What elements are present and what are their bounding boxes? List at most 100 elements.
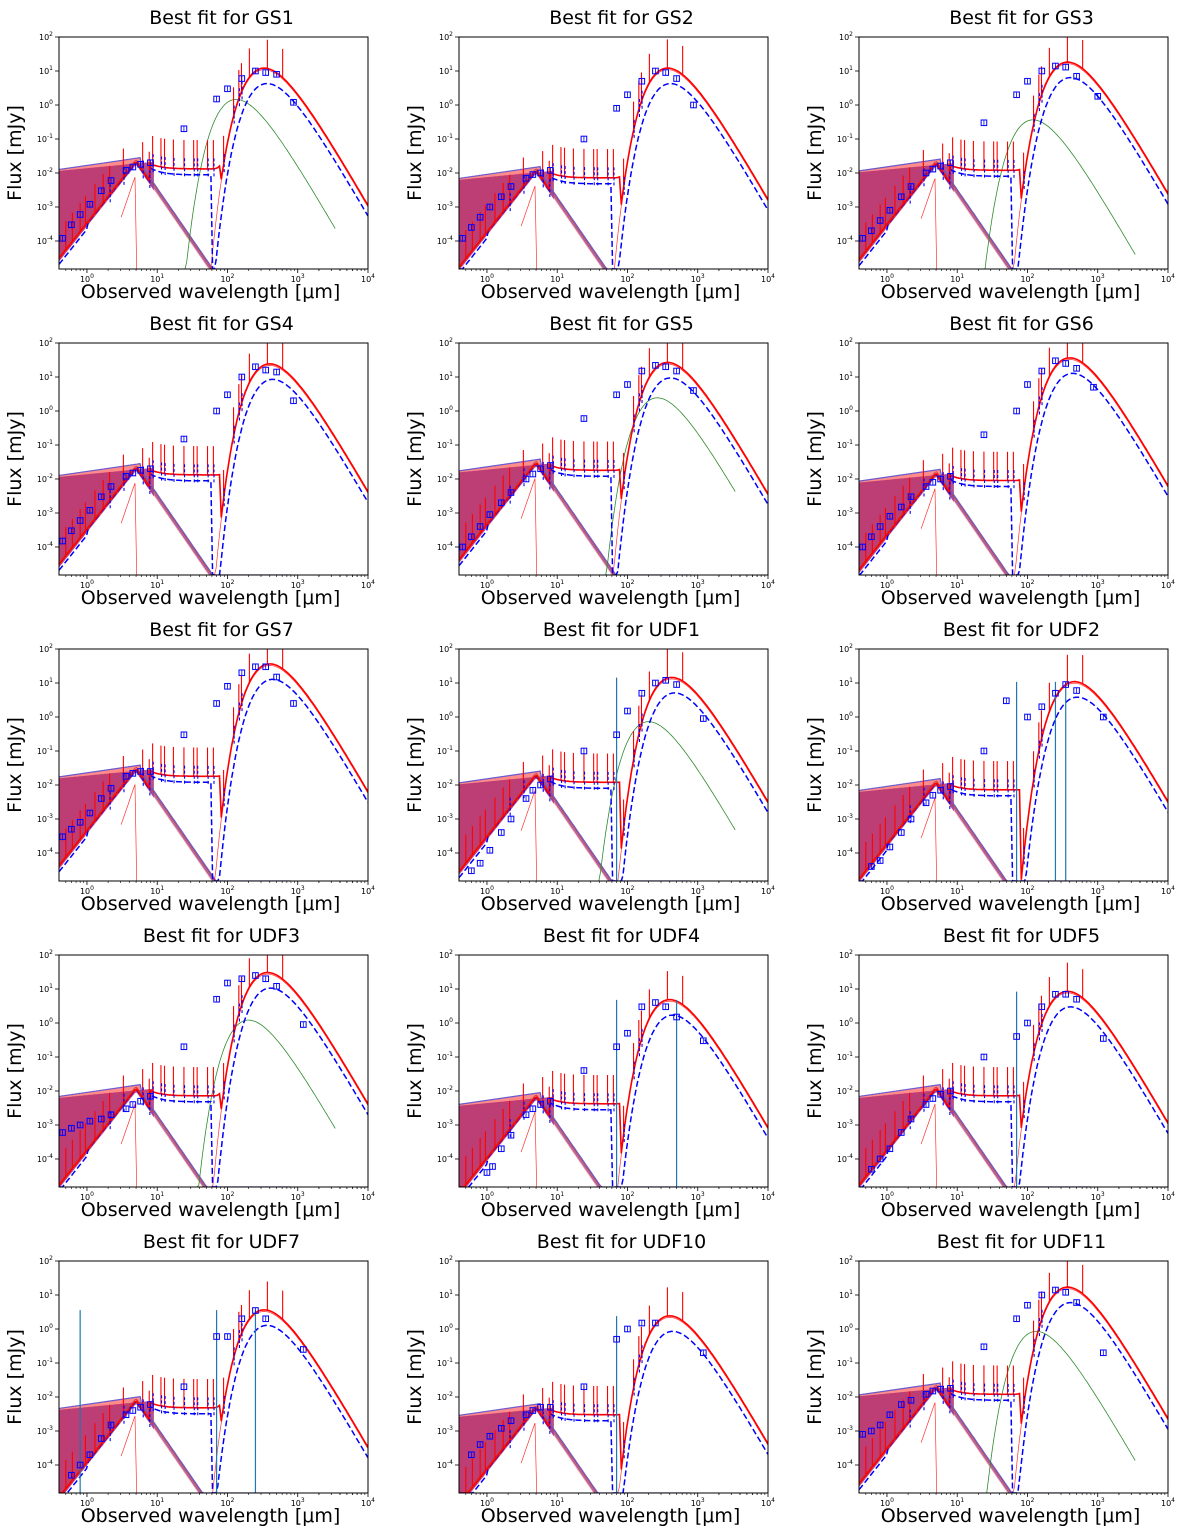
photometry-point: [876, 523, 884, 530]
photometry-point: [468, 533, 475, 541]
x-tick-label: 104: [761, 885, 775, 896]
photometry-point: [868, 1427, 875, 1435]
photometry-point: [613, 731, 620, 739]
observed-model-line: [59, 82, 368, 269]
x-axis-label: Observed wavelength [μm]: [881, 1199, 1141, 1221]
x-tick-label: 102: [1020, 579, 1034, 590]
photometry-point: [624, 91, 631, 99]
x-tick-label: 101: [950, 579, 964, 590]
x-tick-label: 100: [80, 885, 94, 896]
photometry-point: [1024, 381, 1031, 388]
y-axis-label: Flux [mJy]: [4, 1023, 26, 1119]
photometry-point: [638, 77, 646, 85]
y-tick-label: 101: [39, 983, 53, 994]
y-axis-label: Flux [mJy]: [804, 717, 826, 813]
y-tick-label: 10-4: [437, 847, 453, 858]
photometry-point: [1052, 689, 1059, 697]
photometry-point: [537, 781, 544, 789]
photometry-point: [886, 512, 894, 520]
x-tick-label: 104: [1161, 1497, 1175, 1508]
photometry-point: [498, 1424, 505, 1432]
y-tick-label: 10-1: [37, 745, 53, 756]
photometry-point: [624, 707, 631, 715]
y-tick-label: 10-1: [837, 745, 853, 756]
y-tick-label: 100: [39, 1323, 53, 1334]
x-tick-label: 104: [761, 1191, 775, 1202]
x-tick-label: 100: [480, 579, 494, 590]
y-axis-label: Flux [mJy]: [804, 1329, 826, 1425]
axes-frame: [458, 342, 769, 576]
photometry-point: [107, 1421, 115, 1429]
x-tick-label: 100: [480, 273, 494, 284]
photometry-point: [929, 478, 937, 486]
nebular-line: [120, 69, 368, 269]
photometry-point: [122, 773, 130, 780]
x-axis-label: Observed wavelength [μm]: [81, 1199, 341, 1221]
photometry-point: [1062, 360, 1070, 367]
y-tick-label: 10-2: [37, 779, 53, 790]
y-tick-label: 100: [839, 1323, 853, 1334]
photometry-point: [859, 1430, 866, 1438]
x-tick-label: 101: [950, 1191, 964, 1202]
photometry-point: [537, 169, 544, 177]
photometry-point: [486, 511, 494, 518]
y-tick-label: 10-4: [37, 541, 53, 552]
photometry-point: [290, 99, 297, 106]
x-axis-label: Observed wavelength [μm]: [481, 281, 741, 303]
axes-frame: [58, 342, 369, 576]
photometry-point: [980, 1053, 988, 1061]
y-tick-label: 10-4: [837, 847, 853, 858]
x-axis-label: Observed wavelength [μm]: [81, 893, 341, 915]
axes-frame: [858, 648, 1169, 882]
photometry-point: [700, 1349, 707, 1357]
photometry-point: [180, 435, 188, 443]
photometry-point: [1100, 1349, 1107, 1357]
photometry-point: [290, 700, 297, 707]
y-tick-label: 10-1: [837, 1357, 853, 1368]
y-tick-label: 10-2: [437, 779, 453, 790]
photometry-point: [929, 1095, 937, 1102]
x-tick-label: 104: [361, 579, 375, 590]
photometry-point: [547, 1097, 554, 1105]
x-tick-label: 101: [150, 885, 164, 896]
y-tick-label: 10-2: [37, 1391, 53, 1402]
photometry-point: [876, 217, 884, 224]
nebular-line: [920, 359, 1168, 575]
y-tick-label: 100: [439, 1323, 453, 1334]
sed-panel: 100 101 102 103 104 10-4 10-3 10-2 10-1 100 101 102…: [0, 918, 400, 1224]
photometry-point: [662, 69, 670, 76]
x-tick-label: 100: [880, 1497, 894, 1508]
photometry-point: [673, 1013, 680, 1021]
y-tick-label: 10-2: [37, 1085, 53, 1096]
photometry-point: [1100, 1035, 1107, 1042]
x-tick-label: 104: [761, 1497, 775, 1508]
x-axis-label: Observed wavelength [μm]: [881, 1505, 1141, 1527]
x-tick-label: 104: [361, 273, 375, 284]
y-tick-label: 10-1: [437, 439, 453, 450]
photometry-point: [137, 1403, 144, 1411]
nebular-line: [120, 1311, 368, 1493]
photometry-point: [147, 768, 154, 775]
photometry-point: [937, 162, 944, 170]
photometry-point: [1073, 72, 1080, 80]
y-tick-label: 10-1: [437, 133, 453, 144]
photometry-point: [224, 1333, 231, 1340]
y-tick-label: 100: [39, 1017, 53, 1028]
photometry-point: [129, 770, 137, 777]
y-tick-label: 101: [839, 65, 853, 76]
y-tick-label: 10-2: [437, 1085, 453, 1096]
panel-title: Best fit for GS4: [149, 313, 294, 335]
y-tick-label: 10-1: [837, 439, 853, 450]
photometry-point: [547, 775, 554, 783]
y-tick-label: 10-1: [437, 1051, 453, 1062]
photometry-point: [947, 1385, 954, 1392]
photometry-point: [129, 469, 137, 477]
photometry-point: [59, 537, 66, 545]
y-tick-label: 101: [39, 371, 53, 382]
photometry-point: [262, 663, 270, 671]
x-tick-label: 101: [950, 885, 964, 896]
x-tick-label: 103: [291, 579, 305, 590]
stellar-band-edge: [459, 770, 691, 881]
x-tick-label: 103: [291, 885, 305, 896]
photometry-point: [507, 489, 515, 496]
